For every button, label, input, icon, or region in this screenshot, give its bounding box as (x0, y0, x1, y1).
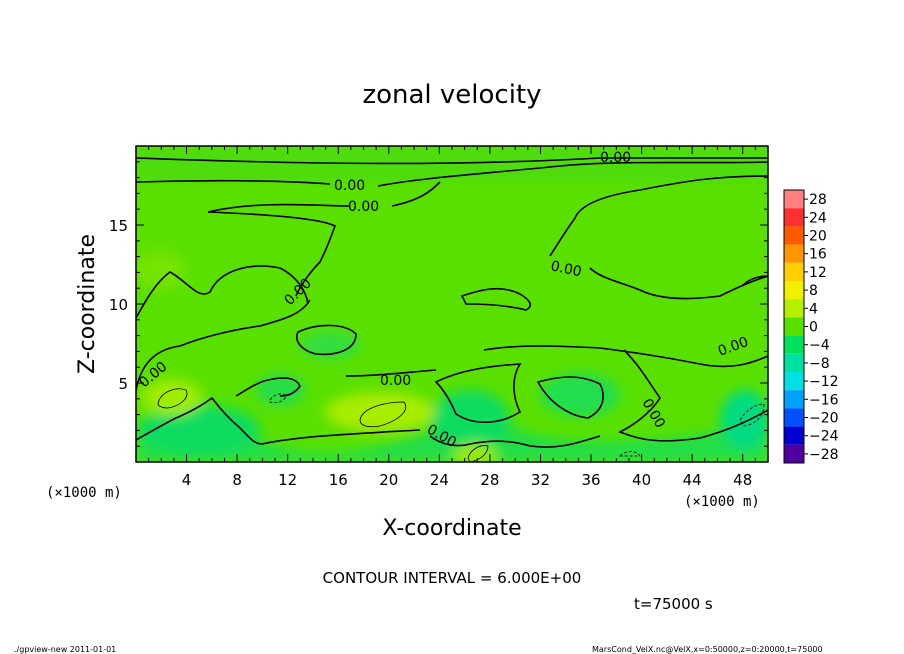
contour-line (460, 287, 532, 311)
contour-label: 0.00 (600, 150, 631, 166)
colorbar-swatch (784, 390, 804, 409)
colorbar-label: 4 (809, 301, 818, 317)
contour-line (739, 403, 765, 427)
x-tick-label: 28 (480, 471, 499, 489)
minor-contours (157, 388, 765, 463)
x-axis-label: X-coordinate (382, 516, 521, 541)
x-axis: 4 8 12 16 20 24 28 32 36 40 44 48 (148, 146, 756, 489)
contour-line (136, 396, 421, 445)
x-unit-label-right: (×1000 m) (684, 494, 760, 510)
contour-label: 0.00 (348, 199, 379, 215)
footer-left: ./gpview-new 2011-01-01 (14, 645, 116, 654)
colorbar-swatch (784, 299, 804, 318)
colorbar-label: 8 (809, 283, 818, 299)
colorbar-swatch (784, 226, 804, 245)
contour-line (536, 376, 604, 419)
colorbar-label: 12 (809, 265, 827, 281)
contour-line (619, 451, 641, 457)
field-patch (720, 390, 768, 450)
contour-line (136, 299, 311, 391)
colorbar-label: −12 (809, 374, 839, 390)
colorbar: 28 24 20 16 12 8 4 0 −4 −8 −12 −16 −20 −24 −28 (783, 189, 839, 464)
x-tick-label: 8 (232, 471, 242, 489)
field-patch (142, 379, 202, 415)
x-tick-label: 16 (329, 471, 348, 489)
colorbar-label: 28 (809, 192, 827, 208)
contour-line (136, 265, 309, 319)
x-tick-label: 36 (581, 471, 600, 489)
contour-line (136, 157, 768, 165)
contour-line (359, 401, 406, 428)
colorbar-label: 20 (809, 229, 827, 245)
colorbar-label: 0 (809, 320, 818, 336)
colorbar-label: −4 (809, 338, 830, 354)
colorbar-swatch (784, 244, 804, 263)
x-tick-label: 32 (531, 471, 550, 489)
y-axis: 5 10 15 (109, 161, 768, 447)
contour-line (207, 181, 441, 213)
colorbar-label: −24 (809, 429, 839, 445)
contour-line (549, 175, 768, 257)
contour-line (467, 445, 489, 463)
colorbar-swatch (784, 408, 804, 427)
contour-line (345, 369, 437, 377)
x-tick-label: 20 (379, 471, 398, 489)
time-text: t=75000 s (634, 595, 713, 613)
contour-line (429, 435, 601, 448)
colorbar-swatch (784, 262, 804, 281)
contour-line (483, 345, 768, 368)
x-unit-label-left: (×1000 m) (46, 485, 122, 501)
contour-label: 0.00 (549, 258, 583, 280)
field-patch (136, 250, 185, 290)
contour-line (741, 275, 768, 287)
colorbar-swatch (784, 444, 804, 463)
x-tick-label: 4 (182, 471, 192, 489)
contour-label: 0.00 (380, 373, 411, 389)
colorbar-swatch (784, 426, 804, 445)
y-tick-label: 10 (109, 296, 128, 314)
y-tick-label: 5 (118, 375, 128, 393)
field-patch (255, 374, 305, 406)
field-patch (540, 373, 620, 417)
colorbar-swatch (784, 190, 804, 209)
contour-label: 0.00 (334, 178, 365, 194)
contour-lines (136, 157, 768, 448)
colorbar-label: −8 (809, 356, 830, 372)
colorbar-label: 16 (809, 247, 827, 263)
field-patch (325, 392, 435, 432)
contour-line (157, 388, 188, 409)
contour-line (618, 349, 768, 442)
field-patch (300, 331, 360, 359)
y-tick-label: 15 (109, 217, 128, 235)
x-tick-label: 40 (632, 471, 651, 489)
contour-line (434, 363, 522, 424)
contour-line (296, 324, 357, 356)
colorbar-label: −16 (809, 392, 839, 408)
x-tick-label: 24 (430, 471, 449, 489)
colorbar-label: −28 (809, 447, 839, 463)
colorbar-swatch (784, 317, 804, 336)
colorbar-swatch (784, 281, 804, 300)
contour-line (269, 393, 287, 404)
colorbar-swatch (784, 372, 804, 391)
field-patch (140, 405, 260, 455)
x-tick-label: 48 (733, 471, 752, 489)
colorbar-label: −20 (809, 411, 839, 427)
field-patch (453, 443, 497, 462)
contour-line (235, 377, 301, 397)
colorbar-label: 24 (809, 210, 827, 226)
x-tick-label: 44 (683, 471, 702, 489)
contour-interval-text: CONTOUR INTERVAL = 6.000E+00 (323, 569, 582, 587)
colorbar-swatch (784, 353, 804, 372)
contour-line (207, 211, 336, 297)
colorbar-swatch (784, 335, 804, 354)
x-tick-label: 12 (278, 471, 297, 489)
y-axis-label: Z-coordinate (75, 234, 100, 374)
chart-title: zonal velocity (362, 80, 541, 110)
colorbar-swatch (784, 208, 804, 227)
footer-right: MarsCond_VelX.nc@VelX,x=0:50000,z=0:2000… (592, 645, 823, 654)
contour-line (136, 161, 768, 187)
